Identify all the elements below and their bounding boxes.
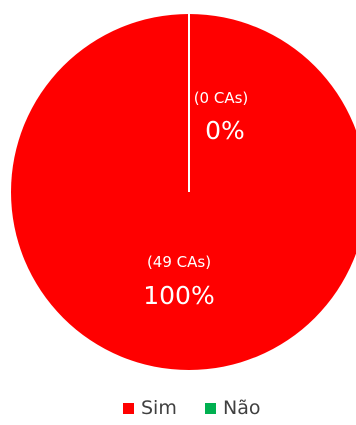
legend: Sim Não [123, 397, 260, 419]
legend-label-sim: Sim [141, 397, 177, 419]
pie-slice-sim [11, 14, 356, 370]
legend-swatch-nao [205, 403, 216, 414]
legend-swatch-sim [123, 403, 134, 414]
data-label-nao-count: (0 CAs) [194, 89, 249, 107]
data-label-sim-percent: 100% [143, 281, 214, 310]
legend-label-nao: Não [223, 397, 260, 419]
slices-layer [11, 14, 356, 370]
data-label-sim-count: (49 CAs) [147, 253, 211, 271]
data-label-nao-percent: 0% [205, 116, 245, 145]
